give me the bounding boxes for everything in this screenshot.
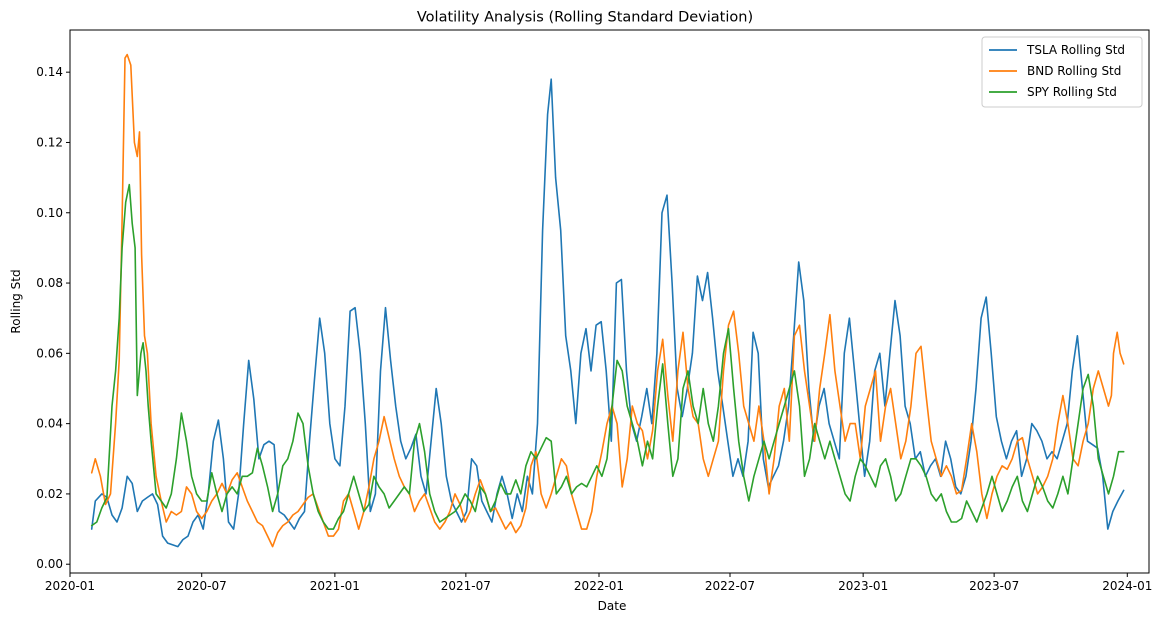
series-line-spy	[90, 183, 1125, 530]
legend-label-bnd: BND Rolling Std	[1027, 64, 1121, 78]
x-tick-label: 2022-01	[574, 579, 624, 593]
x-axis: 2020-01 2020-07 2021-01 2021-07 2022-01 2022-…	[45, 573, 1152, 593]
x-tick-label: 2020-07	[177, 579, 227, 593]
y-tick-label: 0.00	[36, 557, 63, 571]
y-tick-label: 0.12	[36, 135, 63, 149]
x-tick-label: 2021-07	[441, 579, 491, 593]
legend-label-tsla: TSLA Rolling Std	[1026, 43, 1125, 57]
legend-label-spy: SPY Rolling Std	[1027, 85, 1117, 99]
x-tick-label: 2020-01	[45, 579, 95, 593]
plot-area	[70, 30, 1149, 573]
legend: TSLA Rolling Std BND Rolling Std SPY Rolli…	[981, 36, 1143, 108]
x-tick-label: 2023-01	[838, 579, 888, 593]
y-tick-label: 0.02	[36, 487, 63, 501]
chart-title: Volatility Analysis (Rolling Standard De…	[417, 10, 753, 26]
x-tick-label: 2022-07	[705, 579, 755, 593]
y-axis-label: Rolling Std	[9, 269, 23, 333]
plot-frame	[69, 29, 1150, 574]
series-line-tsla	[90, 78, 1125, 548]
x-axis-label: Date	[598, 599, 627, 613]
x-tick-label: 2023-07	[969, 579, 1019, 593]
y-tick-label: 0.04	[36, 417, 63, 431]
y-tick-label: 0.14	[36, 65, 63, 79]
plot-background	[70, 30, 1149, 573]
y-tick-label: 0.10	[36, 206, 63, 220]
y-tick-label: 0.08	[36, 276, 63, 290]
y-axis: 0.00 0.02 0.04 0.06 0.08 0.10 0.12 0.14	[36, 65, 70, 571]
legend-box	[981, 36, 1143, 108]
x-tick-label: 2024-01	[1102, 579, 1152, 593]
series-layer	[90, 53, 1125, 548]
y-tick-label: 0.06	[36, 346, 63, 360]
x-tick-label: 2021-01	[310, 579, 360, 593]
series-line-bnd	[90, 53, 1125, 548]
